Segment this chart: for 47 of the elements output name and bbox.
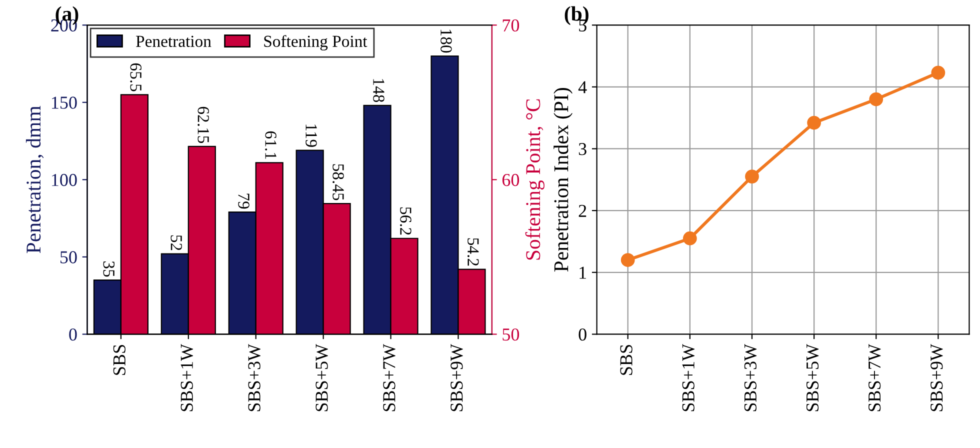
- data-label: 119: [306, 124, 317, 147]
- data-label: 61.1: [265, 131, 276, 159]
- data-label: 65.5: [130, 63, 142, 92]
- data-label: 180: [440, 30, 452, 53]
- x-tick-label: SBS+9W: [450, 344, 463, 412]
- data-label: 52: [170, 235, 182, 250]
- legend-label: Penetration: [136, 36, 212, 47]
- x-tick-label: SBS+3W: [248, 344, 260, 412]
- x-tick-label: SBS+7W: [383, 344, 396, 412]
- legend-label: Softening Point: [264, 35, 368, 50]
- point: [807, 116, 821, 130]
- y-axis-title: Penetration Index (PI): [554, 88, 573, 272]
- y-tick-label: 50: [60, 251, 77, 264]
- point: [869, 92, 884, 106]
- y-tick-label: 0: [578, 328, 586, 341]
- y-tick-label: 4: [578, 81, 587, 94]
- data-label: 148: [373, 79, 384, 102]
- data-label: 62.15: [198, 106, 209, 143]
- x-tick-label: SBS+1W: [180, 344, 194, 412]
- y-tick-label: 1: [580, 266, 586, 279]
- x-tick-label: SBS+1W: [682, 344, 695, 412]
- data-label: 54.2: [467, 238, 479, 266]
- point: [620, 253, 635, 267]
- data-label: 79: [238, 194, 250, 209]
- y-tick-label: 150: [52, 96, 77, 109]
- y2-tick-label: 70: [502, 19, 520, 32]
- x-tick-label: SBS+3W: [744, 344, 757, 412]
- y2-axis-title: Softening Point, °C: [525, 99, 544, 260]
- y2-tick-label: 50: [502, 328, 520, 341]
- x-tick-label: SBS+9W: [930, 344, 943, 412]
- y-tick-label: 100: [52, 174, 77, 186]
- x-tick-label: SBS+7W: [868, 344, 881, 412]
- point: [745, 170, 759, 184]
- y-tick-label: 3: [578, 143, 586, 156]
- data-label: 58.45: [332, 164, 344, 200]
- data-label: 56.2: [400, 207, 412, 235]
- x-tick-label: SBS+5W: [806, 344, 819, 412]
- y-tick-label: 0: [69, 328, 77, 341]
- data-label: 35: [103, 261, 114, 277]
- x-tick-label: SBS+5W: [316, 344, 328, 412]
- y-axis-title: Penetration, dmm: [26, 106, 44, 254]
- y2-tick-label: 60: [502, 174, 520, 186]
- y-tick-label: 2: [578, 204, 586, 217]
- x-tick-label: SBS: [620, 345, 632, 375]
- x-tick-label: SBS: [113, 345, 126, 375]
- point: [931, 66, 946, 80]
- point: [682, 231, 697, 246]
